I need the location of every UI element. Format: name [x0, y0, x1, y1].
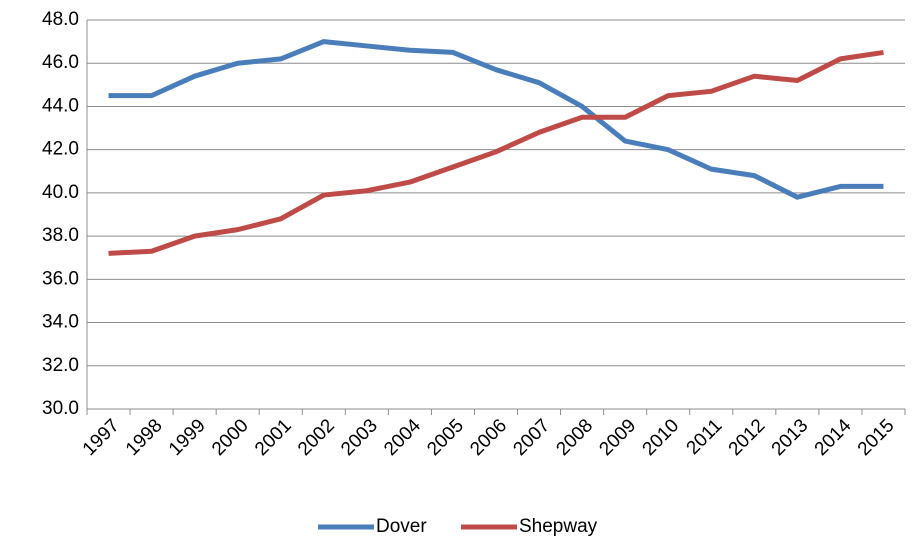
x-tick-label: 2007 [509, 415, 554, 460]
x-tick-label: 2014 [811, 415, 856, 460]
y-tick-label: 44.0 [42, 95, 79, 116]
y-tick-label: 38.0 [42, 225, 79, 246]
x-tick-label: 1998 [122, 415, 167, 460]
x-tick-label: 2011 [683, 415, 727, 459]
y-tick-label: 32.0 [42, 355, 79, 376]
x-tick-label: 2006 [466, 415, 511, 460]
line-series [108, 49, 884, 256]
x-tick-label: 2004 [380, 415, 425, 460]
legend-label: Shepway [519, 516, 598, 537]
x-tick-label: 2003 [337, 415, 382, 460]
y-tick-label: 48.0 [42, 9, 79, 30]
x-tick-label: 2015 [854, 415, 899, 460]
y-tick-label: 30.0 [42, 398, 79, 419]
line-series [108, 39, 884, 200]
legend-label: Dover [376, 516, 427, 537]
x-tick-label: 2010 [639, 415, 684, 460]
x-tick-label: 2005 [423, 415, 468, 460]
x-tick-label: 2009 [595, 415, 640, 460]
x-tick-label: 2013 [768, 415, 813, 460]
y-tick-label: 46.0 [42, 52, 79, 73]
y-tick-label: 42.0 [42, 139, 79, 160]
y-tick-label: 40.0 [42, 182, 79, 203]
x-tick-label: 1999 [165, 415, 210, 460]
y-tick-label: 36.0 [42, 268, 79, 289]
x-tick-label: 1997 [79, 415, 124, 460]
x-tick-label: 2002 [294, 415, 339, 460]
x-tick-label: 2012 [725, 415, 770, 460]
x-tick-label: 2008 [552, 415, 597, 460]
y-tick-label: 34.0 [42, 312, 79, 333]
x-tick-label: 2000 [208, 415, 253, 460]
x-tick-label: 2001 [251, 415, 296, 460]
